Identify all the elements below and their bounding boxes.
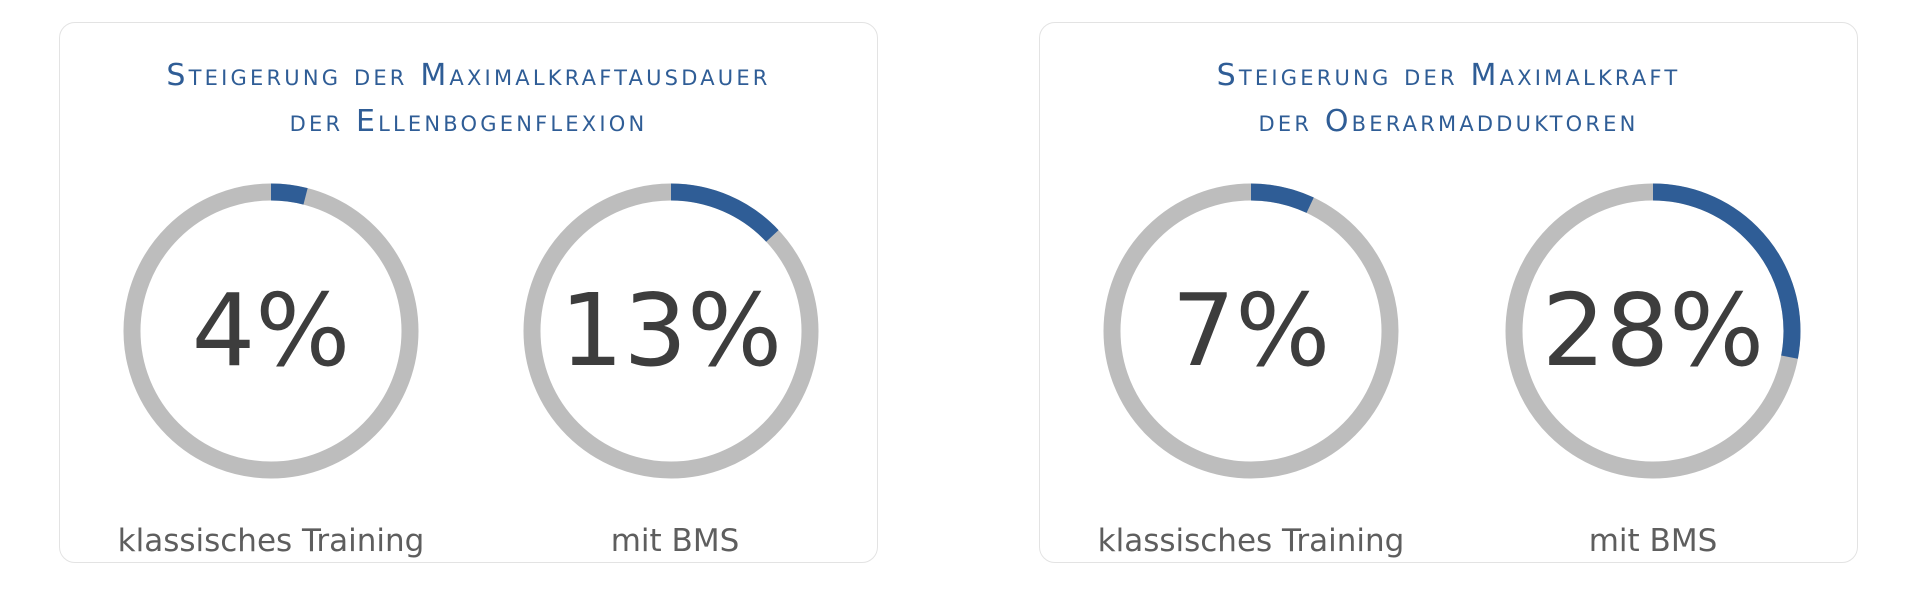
donut-value-label: 28% [1503, 181, 1803, 481]
card-title-line-1: Steigerung der Maximalkraft [1040, 53, 1857, 99]
card-title-line-1: Steigerung der Maximalkraftausdauer [60, 53, 877, 99]
donut-value-label: 13% [521, 181, 821, 481]
donut-gauge-mit-bms: 13% [521, 181, 821, 481]
donut-category-label: klassisches Training [71, 521, 471, 561]
card-title-line-2: der Ellenbogenflexion [60, 99, 877, 145]
donut-gauge-klassisches-training: 7% [1101, 181, 1401, 481]
donut-category-label: mit BMS [475, 521, 875, 561]
donut-gauge-klassisches-training: 4% [121, 181, 421, 481]
stat-card-ellenbogenflexion: Steigerung der Maximalkraftausdauer der … [59, 22, 878, 563]
card-title-line-2: der Oberarmadduktoren [1040, 99, 1857, 145]
stat-card-oberarmadduktoren: Steigerung der Maximalkraft der Oberarma… [1039, 22, 1858, 563]
card-title: Steigerung der Maximalkraftausdauer der … [60, 53, 877, 145]
donut-category-label: klassisches Training [1051, 521, 1451, 561]
card-title: Steigerung der Maximalkraft der Oberarma… [1040, 53, 1857, 145]
donut-gauge-mit-bms: 28% [1503, 181, 1803, 481]
donut-value-label: 4% [121, 181, 421, 481]
donut-value-label: 7% [1101, 181, 1401, 481]
donut-category-label: mit BMS [1453, 521, 1853, 561]
